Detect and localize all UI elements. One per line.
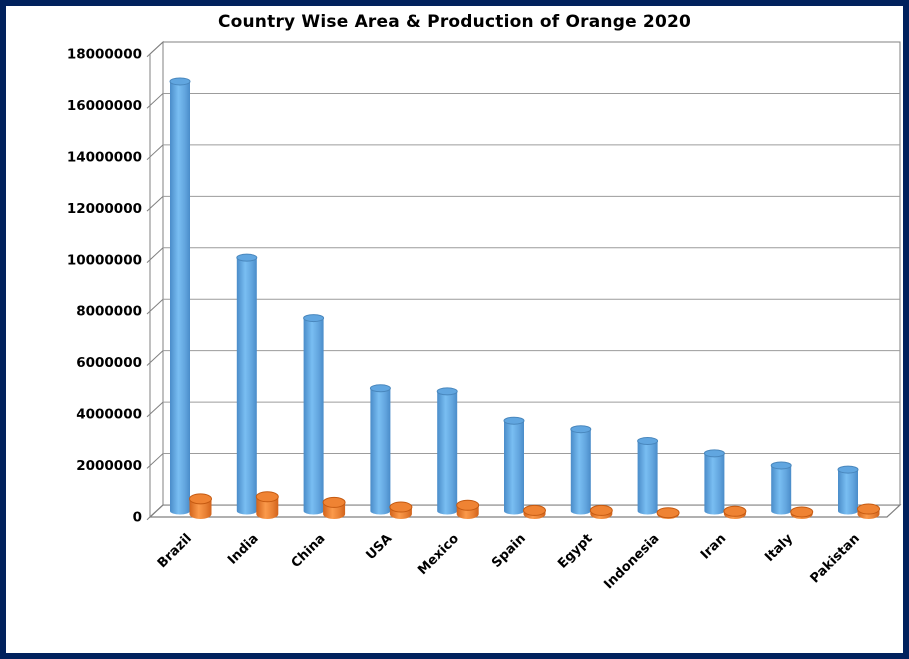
y-tick-mark [146, 144, 164, 161]
x-axis-label-usa: USA [363, 531, 395, 563]
bar-area-iran-top [723, 505, 747, 517]
bar-area-brazil-body [189, 498, 212, 519]
y-axis-label: 4000000 [76, 407, 142, 423]
x-axis-label-italy: Italy [762, 531, 796, 565]
left-wall [149, 40, 164, 519]
y-axis-label: 14000000 [67, 149, 142, 165]
back-wall [162, 41, 901, 506]
bar-area-china-top [322, 496, 346, 508]
x-axis-label-spain: Spain [489, 531, 529, 571]
x-axis-label-egypt: Egypt [555, 531, 595, 571]
bar-area-spain-top [523, 504, 546, 516]
y-axis-label: 10000000 [67, 252, 142, 268]
bar-production-egypt-top [570, 425, 592, 434]
bar-area-brazil-top [189, 493, 212, 505]
y-axis-label: 0 [133, 510, 142, 526]
bar-production-egypt-body [570, 429, 591, 515]
bar-production-mexico-body [437, 391, 458, 515]
y-axis-label: 6000000 [76, 355, 142, 371]
y-tick-mark [146, 350, 164, 366]
bar-area-usa-top [389, 501, 413, 513]
bar-area-india-body [256, 496, 279, 519]
bar-production-china-top [303, 314, 325, 323]
bar-production-brazil-body [170, 81, 190, 515]
bar-production-pakistan-top [837, 465, 859, 474]
bar-area-mexico-top [456, 499, 480, 511]
bar-area-indonesia-top [656, 507, 680, 519]
bar-production-iran-top [703, 449, 725, 458]
y-tick-mark [146, 453, 164, 469]
x-axis-label-mexico: Mexico [415, 531, 462, 578]
x-axis-label-india: India [225, 531, 262, 568]
x-axis-label-brazil: Brazil [155, 531, 195, 571]
bar-production-italy-top [770, 461, 792, 470]
bar-production-india-top [236, 253, 258, 262]
y-axis-label: 16000000 [67, 98, 142, 114]
bar-area-pakistan-top [857, 503, 880, 515]
bar-production-indonesia-body [637, 441, 658, 515]
bar-production-spain-top [503, 416, 525, 425]
chart-title: Country Wise Area & Production of Orange… [217, 12, 692, 32]
bar-production-china-body [303, 318, 324, 515]
x-axis-label-iran: Iran [698, 531, 729, 562]
bar-production-italy-body [771, 465, 792, 515]
y-axis-label: 8000000 [76, 304, 142, 320]
bar-production-brazil-top [169, 77, 191, 86]
bar-production-indonesia-top [637, 437, 659, 446]
y-axis-label: 2000000 [76, 458, 142, 474]
y-tick-mark [146, 195, 164, 212]
bar-production-mexico-top [436, 387, 458, 396]
bar-production-pakistan-body [838, 469, 858, 515]
bar-area-india-top [255, 491, 279, 503]
y-axis-label: 12000000 [67, 201, 142, 217]
bar-production-spain-body [504, 420, 524, 515]
y-tick-mark [146, 504, 164, 521]
bar-area-italy-top [790, 506, 814, 518]
y-axis-label: 18000000 [67, 47, 142, 63]
y-tick-mark [146, 247, 164, 263]
y-tick-mark [146, 41, 164, 58]
y-tick-mark [146, 93, 164, 109]
x-axis-label-china: China [289, 531, 329, 571]
y-tick-mark [146, 401, 164, 418]
x-axis-label-indonesia: Indonesia [601, 531, 662, 592]
orange-chart-svg: 0 2000000 4000000 6000000 8000000 10000000 120… [67, 40, 902, 592]
y-tick-mark [146, 298, 164, 315]
bar-production-usa-body [370, 388, 391, 515]
bar-production-usa-top [369, 384, 391, 393]
bar-area-egypt-top [589, 504, 613, 516]
x-axis-label-pakistan: Pakistan [808, 531, 863, 586]
bar-production-india-body [236, 257, 257, 515]
bar-production-iran-body [704, 453, 725, 515]
